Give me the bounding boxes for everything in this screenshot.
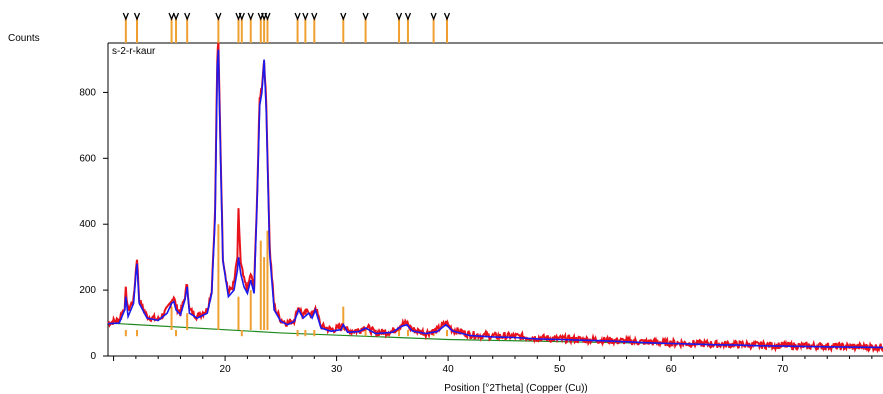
plot-area: 0 200 400 600 800 20 30 40 50 60 70 bbox=[79, 12, 883, 375]
y-tick-label: 400 bbox=[79, 219, 96, 230]
x-tick-label: 50 bbox=[554, 364, 566, 375]
x-tick-label: 40 bbox=[443, 364, 455, 375]
peak-marker-glyph bbox=[264, 12, 271, 21]
peak-marker-glyph bbox=[172, 12, 180, 21]
peak-marker-glyph bbox=[238, 12, 245, 21]
x-tick-label: 30 bbox=[331, 364, 343, 375]
sample-label: s-2-r-kaur bbox=[112, 46, 156, 57]
y-tick-label: 0 bbox=[90, 351, 96, 362]
calculated-series bbox=[107, 49, 883, 349]
x-tick-label: 70 bbox=[777, 364, 789, 375]
y-tick-label: 800 bbox=[79, 87, 96, 98]
peak-marker-glyph bbox=[122, 12, 129, 21]
peak-marker-glyph bbox=[247, 12, 254, 21]
peak-marker-glyph bbox=[302, 12, 309, 21]
y-tick-label: 600 bbox=[79, 153, 96, 164]
peak-marker-glyph bbox=[311, 12, 318, 21]
peak-marker-glyph bbox=[430, 12, 437, 21]
peak-marker-glyph bbox=[133, 12, 141, 21]
y-axis-title: Counts bbox=[8, 33, 40, 44]
peak-marker-glyph bbox=[443, 12, 451, 21]
x-tick-label: 20 bbox=[220, 364, 232, 375]
x-tick-label: 60 bbox=[666, 364, 678, 375]
peak-marker-glyph bbox=[362, 12, 369, 21]
y-tick-label: 200 bbox=[79, 285, 96, 296]
peak-marker-glyph bbox=[184, 12, 191, 21]
peak-marker-glyph bbox=[215, 12, 222, 21]
peak-marker-glyph bbox=[294, 12, 301, 21]
peak-marker-glyph bbox=[168, 12, 175, 21]
peak-marker-glyph bbox=[395, 12, 403, 21]
peak-marker-glyph bbox=[404, 12, 412, 21]
observed-series bbox=[107, 41, 883, 354]
x-axis-title: Position [°2Theta] (Copper (Cu)) bbox=[444, 383, 588, 394]
peak-marker-glyph bbox=[340, 12, 347, 21]
